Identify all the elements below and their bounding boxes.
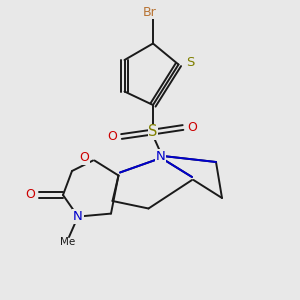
Text: Me: Me — [60, 237, 75, 248]
Text: N: N — [156, 149, 165, 163]
Text: S: S — [148, 124, 158, 140]
Text: S: S — [186, 56, 194, 70]
Text: O: O — [188, 121, 197, 134]
Text: O: O — [26, 188, 35, 202]
Text: O: O — [80, 151, 89, 164]
Text: O: O — [107, 130, 117, 143]
Text: N: N — [73, 210, 83, 223]
Text: Br: Br — [143, 5, 157, 19]
